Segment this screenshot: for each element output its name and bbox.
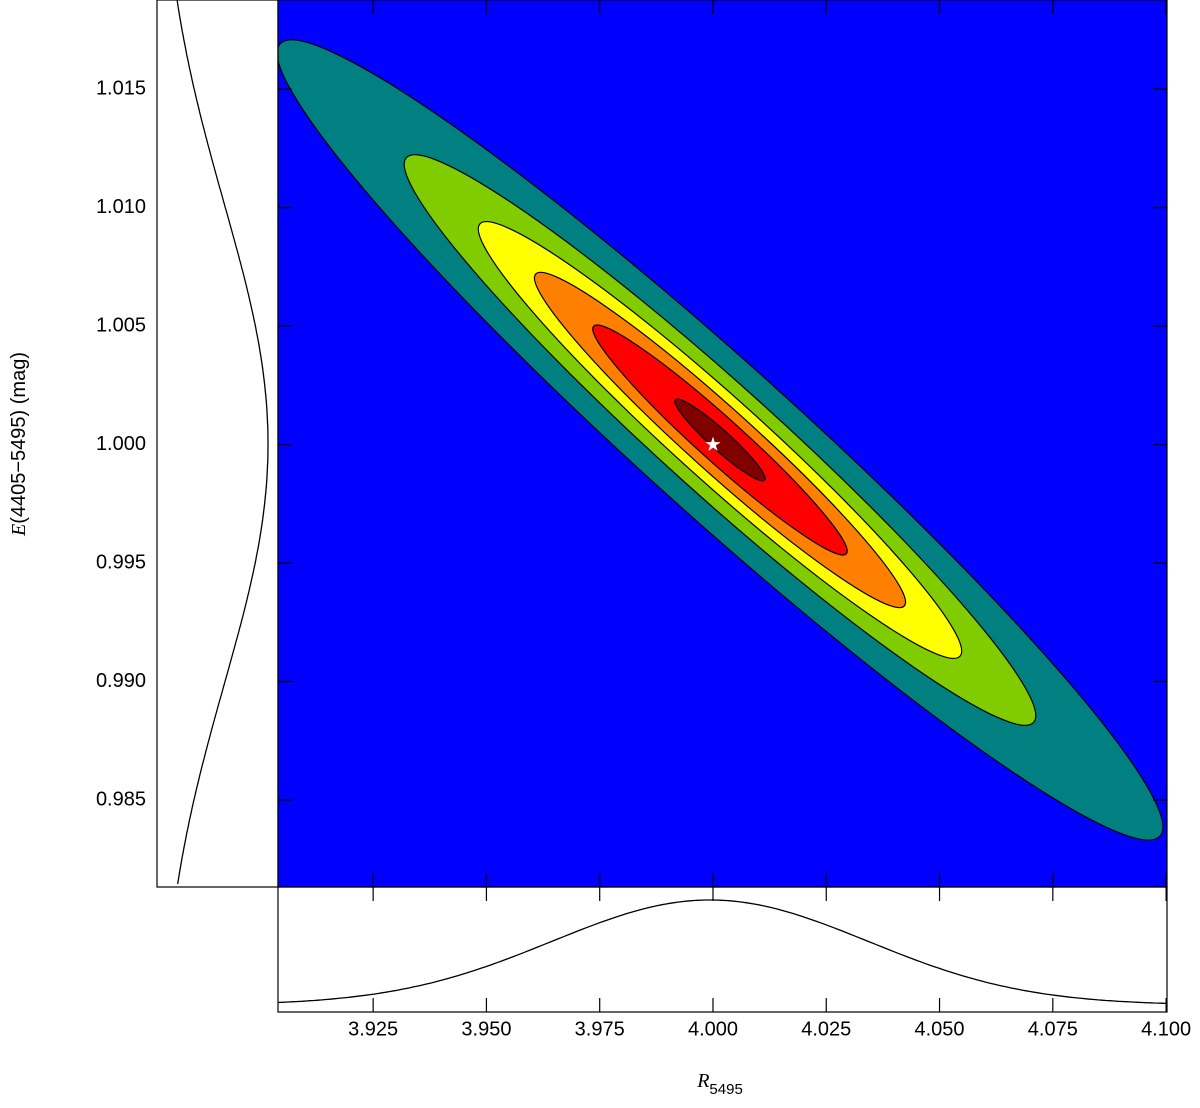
contour-plot	[278, 0, 1167, 887]
left-marginal-curve	[176, 0, 269, 885]
y-tick-label: 1.000	[96, 433, 146, 455]
best-fit-star	[705, 436, 721, 451]
x-axis-label: R5495	[696, 1070, 743, 1098]
y-tick-label: 1.015	[96, 77, 146, 99]
y-tick-label: 1.010	[96, 196, 146, 218]
bottom-marginal-curve	[277, 899, 1167, 1005]
x-tick-label: 3.950	[461, 1018, 511, 1040]
y-tick-label: 0.990	[96, 670, 146, 692]
y-axis-label: E(4405−5495) (mag)	[8, 352, 31, 537]
bottom-marginal-frame	[277, 886, 1168, 1013]
x-tick-label: 3.925	[348, 1018, 398, 1040]
y-tick-label: 1.005	[96, 314, 146, 336]
x-tick-label: 4.025	[801, 1018, 851, 1040]
left-marginal-frame	[156, 0, 279, 888]
x-tick-label: 4.050	[915, 1018, 965, 1040]
x-tick-label: 4.075	[1028, 1018, 1078, 1040]
x-label-symbol: R	[696, 1070, 709, 1092]
x-label-subscript: 5495	[709, 1081, 742, 1098]
y-tick-label: 0.995	[96, 551, 146, 573]
x-tick-label: 4.100	[1141, 1018, 1191, 1040]
x-tick-label: 4.000	[688, 1018, 738, 1040]
x-tick-label: 3.975	[575, 1018, 625, 1040]
y-label-text: (4405−5495) (mag)	[8, 352, 30, 524]
y-label-symbol: E	[8, 524, 30, 537]
y-tick-label: 0.985	[96, 788, 146, 810]
